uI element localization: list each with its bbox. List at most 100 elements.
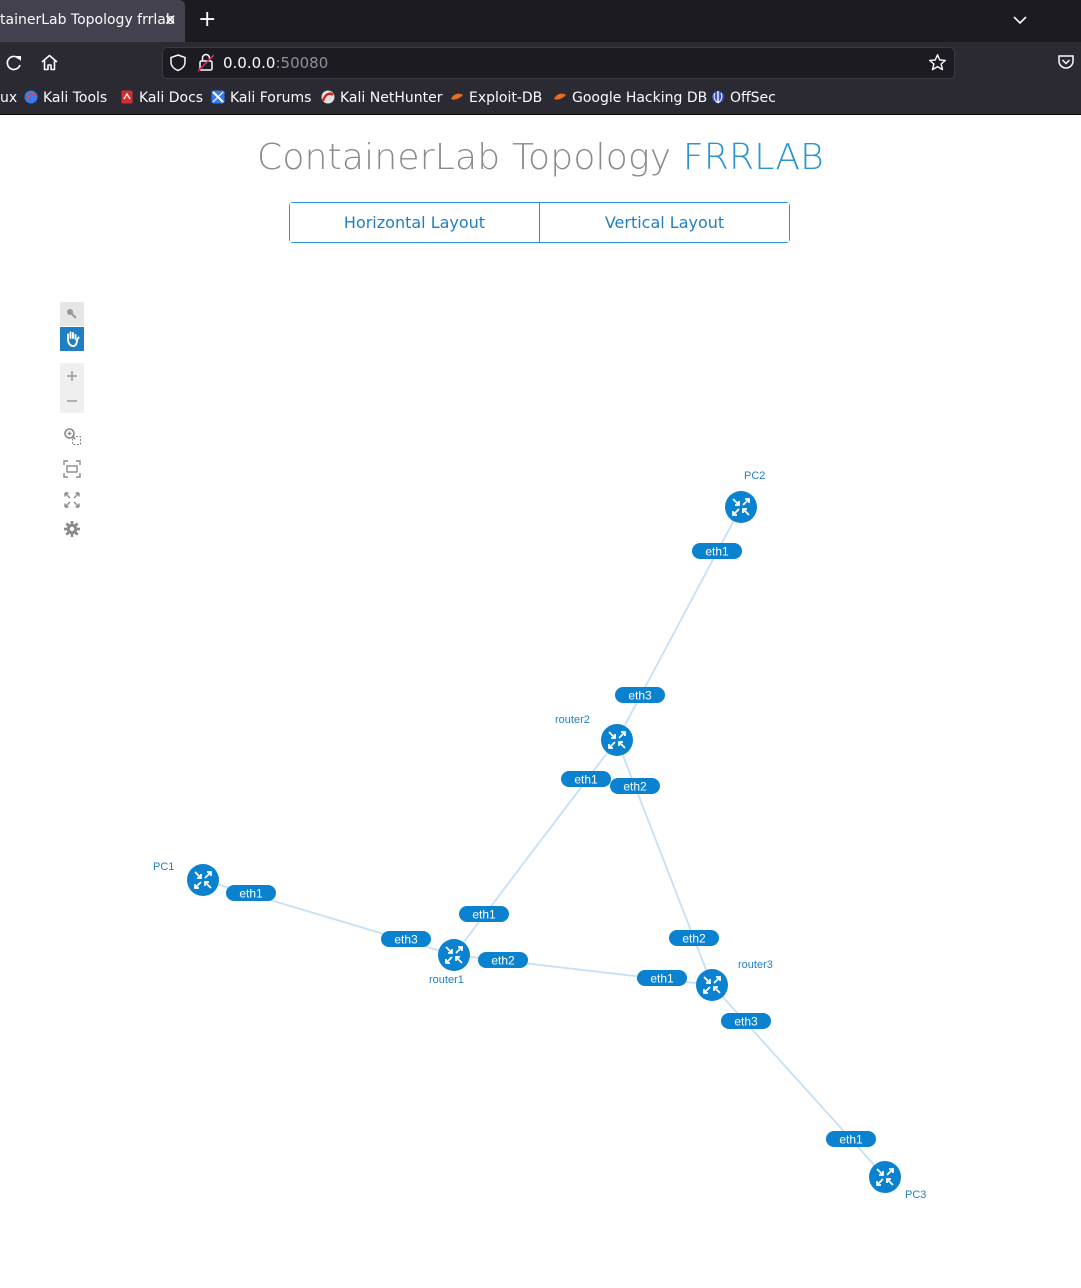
vertical-layout-button[interactable]: Vertical Layout <box>539 203 789 242</box>
select-tool[interactable] <box>60 302 84 326</box>
chevron-down-icon[interactable] <box>1011 11 1029 29</box>
bookmarks-toolbar <box>0 82 1081 115</box>
node-router2[interactable]: router2 <box>555 714 633 756</box>
port-pill <box>692 543 742 559</box>
kali-nethunter-icon <box>321 90 335 104</box>
bookmark-label: Kali Forums <box>230 90 312 106</box>
pan-hand-icon <box>67 331 80 347</box>
address-bar[interactable] <box>162 47 955 79</box>
node-router1[interactable]: router1 <box>429 939 470 986</box>
url-text[interactable]: 0.0.0.0:50080 <box>223 54 329 72</box>
router-icon <box>876 1168 894 1186</box>
bookmark-label: Exploit-DB <box>469 90 543 106</box>
kali-docs-icon <box>121 90 133 104</box>
port-router1-eth3[interactable]: eth3 <box>381 931 431 947</box>
node-label: router3 <box>738 959 773 971</box>
node-label: PC1 <box>153 861 174 873</box>
port-pc2-eth1[interactable]: eth1 <box>692 543 742 559</box>
kali-forums-icon <box>211 90 225 104</box>
port-pc1-eth1[interactable]: eth1 <box>226 885 276 901</box>
bookmark-kali-docs[interactable]: Kali Docs <box>120 90 203 106</box>
router-icon <box>732 498 750 516</box>
port-router1-eth1[interactable]: eth1 <box>459 906 509 922</box>
link-router2-router3[interactable] <box>616 739 713 986</box>
bookmark-kali-forums[interactable]: Kali Forums <box>211 90 311 106</box>
port-pill <box>459 906 509 922</box>
settings-gear-icon <box>64 521 80 537</box>
shield-icon[interactable] <box>169 53 187 72</box>
port-label: eth3 <box>734 1015 758 1029</box>
bookmark-kali-linux[interactable]: ux <box>0 90 17 106</box>
port-pill <box>721 1013 771 1029</box>
bookmark-label: Google Hacking DB <box>572 90 708 106</box>
lock-insecure-icon[interactable] <box>198 52 214 72</box>
port-label: eth3 <box>628 689 652 703</box>
port-router2-eth3[interactable]: eth3 <box>615 687 665 703</box>
bookmark-label: ux <box>0 90 18 106</box>
bookmark-label: OffSec <box>730 90 776 106</box>
zoom-selection-button[interactable] <box>60 424 84 448</box>
node-label: PC3 <box>905 1189 926 1201</box>
zoom-in-button[interactable] <box>60 363 84 388</box>
port-router3-eth1[interactable]: eth1 <box>637 970 687 986</box>
kali-tools-icon <box>24 90 38 104</box>
node-router3[interactable]: router3 <box>696 959 773 1001</box>
port-pill <box>478 952 528 968</box>
fullscreen-button[interactable] <box>60 488 84 512</box>
port-label: eth1 <box>705 545 729 559</box>
port-pill <box>637 970 687 986</box>
router-icon <box>194 871 212 889</box>
port-pill <box>381 931 431 947</box>
port-pill <box>826 1131 876 1147</box>
pan-tool[interactable] <box>60 327 84 351</box>
port-label: eth3 <box>394 933 418 947</box>
port-label: eth1 <box>650 972 674 986</box>
port-label: eth1 <box>472 908 496 922</box>
port-label: eth2 <box>682 932 706 946</box>
select-icon <box>67 309 77 319</box>
bookmark-kali-nethunter[interactable]: Kali NetHunter <box>321 90 442 106</box>
bookmark-label: Kali Tools <box>43 90 108 106</box>
port-pill <box>669 930 719 946</box>
new-tab-icon[interactable]: + <box>198 7 217 32</box>
settings-button[interactable] <box>60 517 84 541</box>
zoom-out-button[interactable] <box>60 388 84 413</box>
google-hacking-db-icon <box>554 93 566 100</box>
port-router3-eth3[interactable]: eth3 <box>721 1013 771 1029</box>
port-router3-eth2[interactable]: eth2 <box>669 930 719 946</box>
link-router2-pc2[interactable] <box>616 506 742 741</box>
bookmark-label: Kali NetHunter <box>340 90 443 106</box>
node-label: router2 <box>555 714 590 726</box>
router-icon <box>608 731 626 749</box>
router-icon <box>703 976 721 994</box>
port-router2-eth1[interactable]: eth1 <box>561 771 611 787</box>
port-router1-eth2[interactable]: eth2 <box>478 952 528 968</box>
port-pc3-eth1[interactable]: eth1 <box>826 1131 876 1147</box>
port-pill <box>226 885 276 901</box>
reload-icon[interactable] <box>5 54 23 72</box>
home-icon[interactable] <box>40 53 59 72</box>
bookmark-exploit-db[interactable]: Exploit-DB <box>450 90 542 106</box>
port-label: eth1 <box>839 1133 863 1147</box>
layout-button-group: Horizontal Layout Vertical Layout <box>289 202 790 243</box>
browser-tab[interactable]: tainerLab Topology frrlab ✕ <box>0 0 185 42</box>
page-title: ContainerLab Topology FRRLAB <box>0 137 1081 178</box>
page-title-project: FRRLAB <box>682 137 824 178</box>
bookmark-google-hacking-db[interactable]: Google Hacking DB <box>553 90 707 106</box>
node-pc3[interactable]: PC3 <box>869 1161 926 1201</box>
port-label: eth2 <box>623 780 647 794</box>
page-title-main: ContainerLab Topology <box>257 137 683 178</box>
node-pc2[interactable]: PC2 <box>725 470 765 523</box>
fit-view-button[interactable] <box>60 457 84 481</box>
bookmark-offsec[interactable]: OffSec <box>711 90 776 106</box>
tab-close-icon[interactable]: ✕ <box>164 11 177 29</box>
bookmark-star-icon[interactable] <box>928 53 947 72</box>
port-router2-eth2[interactable]: eth2 <box>610 778 660 794</box>
node-label: PC2 <box>744 470 765 482</box>
fullscreen-icon <box>64 492 80 508</box>
node-pc1[interactable]: PC1 <box>153 861 219 896</box>
horizontal-layout-button[interactable]: Horizontal Layout <box>290 203 539 242</box>
bookmark-kali-tools[interactable]: Kali Tools <box>24 90 107 106</box>
pocket-icon[interactable] <box>1057 53 1075 71</box>
